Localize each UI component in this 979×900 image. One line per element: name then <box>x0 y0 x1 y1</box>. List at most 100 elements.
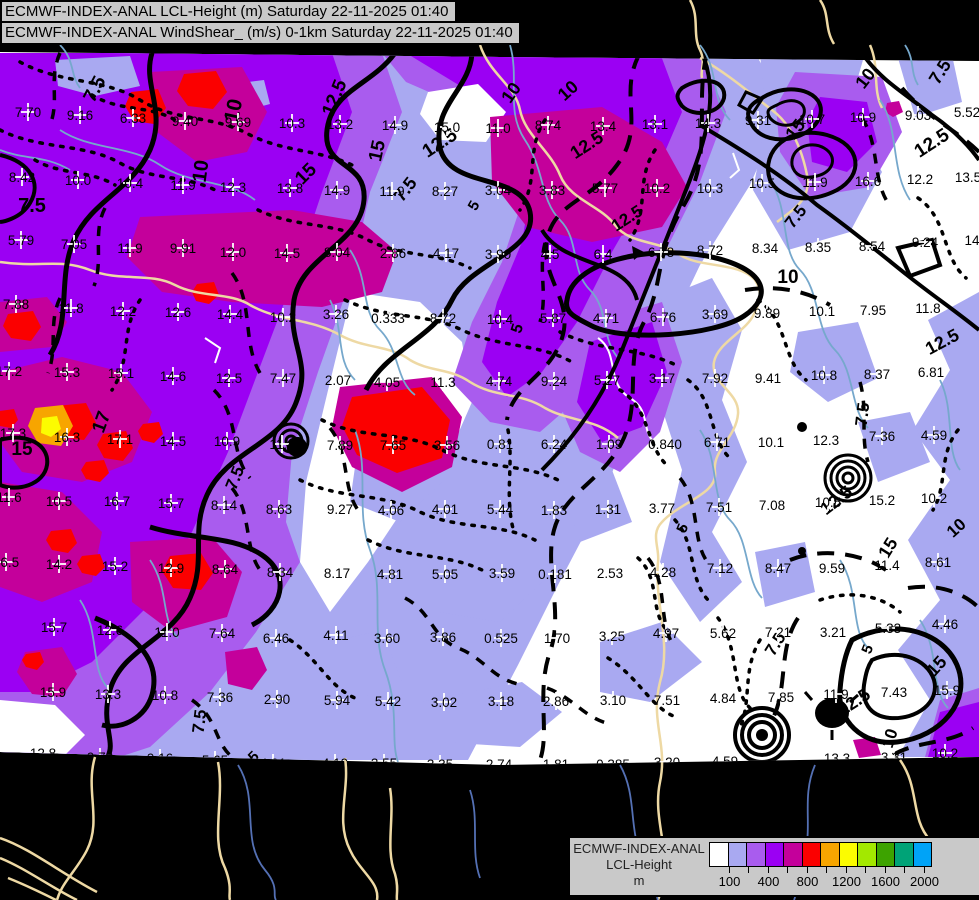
border-line <box>868 44 884 109</box>
contour-label: 10 <box>878 726 902 750</box>
svg-text:3.56: 3.56 <box>434 438 460 453</box>
border-line <box>898 759 931 841</box>
fill-region <box>928 702 979 757</box>
contour-line <box>900 86 979 154</box>
contour-line <box>789 551 888 572</box>
svg-text:14.4: 14.4 <box>217 307 244 322</box>
legend-tick-mark <box>865 867 866 873</box>
svg-text:0.333: 0.333 <box>371 311 405 326</box>
svg-text:13.8: 13.8 <box>277 181 303 196</box>
svg-text:14.2: 14.2 <box>46 557 72 572</box>
coastline <box>204 337 222 364</box>
station-value: 14.6 <box>160 367 186 385</box>
contour-bullseye <box>272 422 310 460</box>
legend-swatch <box>727 842 747 867</box>
contour-line <box>538 52 709 761</box>
svg-text:10.2: 10.2 <box>270 310 296 325</box>
contour-line <box>506 428 516 534</box>
svg-text:2.74: 2.74 <box>486 757 513 772</box>
station-value: 8.72 <box>430 309 456 327</box>
svg-text:0.525: 0.525 <box>484 631 518 646</box>
station-value: 13.4 <box>590 117 617 135</box>
station-value: 9.89 <box>754 304 780 322</box>
svg-text:0.81: 0.81 <box>487 437 513 452</box>
station-value: 7.12 <box>707 559 733 577</box>
station-value: 0.81 <box>487 435 513 453</box>
svg-text:7.64: 7.64 <box>209 626 236 641</box>
contour-label: 15 <box>11 439 33 460</box>
station-value: 4.01 <box>432 500 458 518</box>
station-value: 8.14 <box>211 496 238 514</box>
station-value: 6.81 <box>918 363 944 381</box>
station-value: 3.86 <box>430 628 456 646</box>
station-value: 2.53 <box>597 564 623 582</box>
svg-text:4.28: 4.28 <box>650 565 676 580</box>
svg-text:3.21: 3.21 <box>820 625 846 640</box>
station-value: 10.0 <box>65 171 91 189</box>
station-value: 3.59 <box>489 564 515 582</box>
station-value: 10.1 <box>758 433 784 451</box>
svg-text:4.59: 4.59 <box>712 754 738 769</box>
station-value: 10.4 <box>117 174 144 192</box>
svg-text:14: 14 <box>964 233 979 248</box>
svg-text:16.5: 16.5 <box>0 555 19 570</box>
station-value: 5.27 <box>594 371 620 389</box>
svg-text:12.5: 12.5 <box>216 371 242 386</box>
svg-text:12.6: 12.6 <box>165 305 191 320</box>
station-value: 0.333 <box>371 309 405 327</box>
svg-text:3.59: 3.59 <box>489 566 515 581</box>
legend-title: ECMWF-INDEX-ANAL LCL-Height m <box>572 841 706 889</box>
svg-text:3.20: 3.20 <box>654 755 680 770</box>
river-line <box>919 619 949 709</box>
station-value: 13.3 <box>95 685 121 703</box>
station-value: 0.181 <box>538 565 572 583</box>
svg-text:2.86: 2.86 <box>380 246 406 261</box>
station-value: 5.52 <box>954 103 979 121</box>
station-value: 7.36 <box>207 688 233 706</box>
station-value: 12.0 <box>220 243 246 261</box>
legend-swatch <box>875 842 895 867</box>
svg-text:13.3: 13.3 <box>95 687 121 702</box>
contour-line <box>744 286 832 307</box>
fill-region <box>490 107 687 242</box>
svg-text:5.77: 5.77 <box>592 181 618 196</box>
station-value: 14.9 <box>382 116 408 134</box>
station-value: 10.9 <box>214 432 240 450</box>
station-value: 4.74 <box>486 372 513 390</box>
svg-text:10.3: 10.3 <box>279 116 305 131</box>
station-value: 0.840 <box>648 435 682 453</box>
svg-text:7.85: 7.85 <box>768 690 794 705</box>
contour-line <box>736 90 765 116</box>
svg-text:8.17: 8.17 <box>324 566 350 581</box>
contour-line <box>916 196 968 280</box>
svg-text:8.63: 8.63 <box>266 502 292 517</box>
river-line <box>469 789 481 879</box>
svg-text:15.1: 15.1 <box>108 366 134 381</box>
contour-line <box>298 478 537 542</box>
svg-text:3.25: 3.25 <box>599 629 625 644</box>
station-value: 8.64 <box>212 560 239 578</box>
station-value: 10.2 <box>270 308 296 326</box>
station-value: 8.54 <box>859 237 886 255</box>
fill-region <box>225 647 267 690</box>
contour-line <box>538 242 547 323</box>
station-value: 15.7 <box>158 494 184 512</box>
svg-text:3.18: 3.18 <box>488 694 514 709</box>
coastline <box>327 437 341 465</box>
station-value: 6.71 <box>704 433 730 451</box>
svg-text:4.71: 4.71 <box>593 311 619 326</box>
station-value: 6.46 <box>263 629 289 647</box>
svg-text:4.46: 4.46 <box>932 617 958 632</box>
contour-line <box>907 584 979 610</box>
svg-text:8.42: 8.42 <box>9 170 35 185</box>
svg-text:3.02: 3.02 <box>431 695 457 710</box>
legend-swatch <box>746 842 766 867</box>
station-value: 11.9 <box>379 182 405 200</box>
svg-text:12.3: 12.3 <box>813 433 839 448</box>
svg-text:10.8: 10.8 <box>152 688 178 703</box>
station-value: 11.0 <box>485 119 511 137</box>
svg-text:1.09: 1.09 <box>596 437 622 452</box>
station-value: 5.94 <box>324 691 351 709</box>
svg-text:5.79: 5.79 <box>8 233 34 248</box>
